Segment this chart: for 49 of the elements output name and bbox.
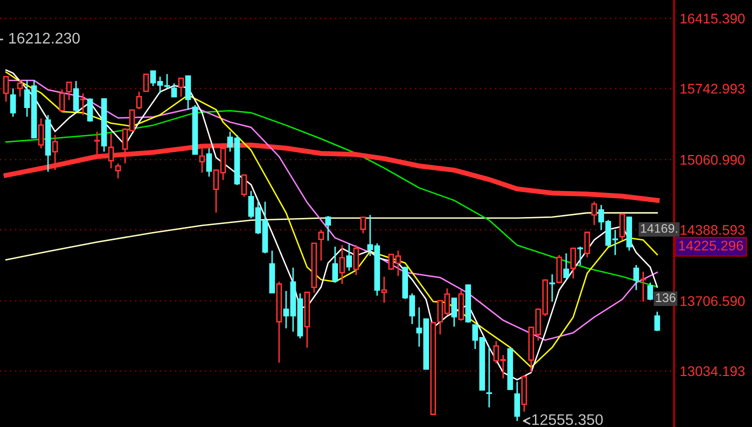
candlestick (115, 162, 121, 180)
candlestick (619, 212, 626, 241)
candlestick (360, 216, 366, 234)
candlestick (3, 75, 9, 102)
y-tick-label: 14388.593 (680, 225, 745, 235)
candlestick (346, 242, 352, 272)
annotation: 12555.350 (532, 414, 603, 426)
candlestick (318, 229, 324, 262)
candlestick (577, 246, 584, 266)
candlestick (451, 298, 458, 328)
text: 14225.296 (679, 240, 744, 251)
candlestick (38, 118, 44, 150)
candlestick (325, 215, 331, 242)
candlestick (647, 282, 654, 301)
candlestick (241, 174, 247, 198)
candlestick (178, 78, 184, 98)
y-tick-label: 13706.590 (680, 296, 745, 306)
candlestick (640, 271, 646, 302)
y-tick-label: 15742.993 (680, 84, 745, 94)
candlestick (73, 80, 79, 112)
candlestick (633, 264, 640, 291)
y-tick-label: 15060.990 (680, 154, 745, 165)
candlestick (549, 274, 556, 302)
candlestick (59, 88, 65, 112)
annotation: 14169. (640, 224, 678, 233)
candlestick (570, 248, 576, 280)
candlestick (591, 201, 598, 226)
candlestick (353, 244, 359, 276)
candlestick (584, 232, 590, 258)
y-tick-label: 13034.193 (680, 366, 745, 376)
candlestick (381, 276, 387, 304)
annotation: 136 (656, 293, 676, 302)
candlestick (80, 92, 86, 116)
candlestick (486, 346, 492, 408)
candlestick (514, 380, 520, 422)
candlestick (339, 244, 345, 285)
candlestick (185, 75, 191, 111)
candlestick (66, 82, 72, 101)
candlestick (654, 310, 660, 332)
candlestick (17, 79, 23, 98)
candlestick (171, 82, 177, 98)
candlestick (143, 74, 149, 92)
candlestick (10, 88, 16, 118)
y-tick-label: 16415.390 (680, 14, 745, 24)
annotation: 16212.230 (9, 32, 80, 44)
candlestick (206, 148, 212, 178)
candlestick (136, 90, 142, 110)
candlestick (563, 252, 570, 280)
candlestick (332, 246, 338, 284)
